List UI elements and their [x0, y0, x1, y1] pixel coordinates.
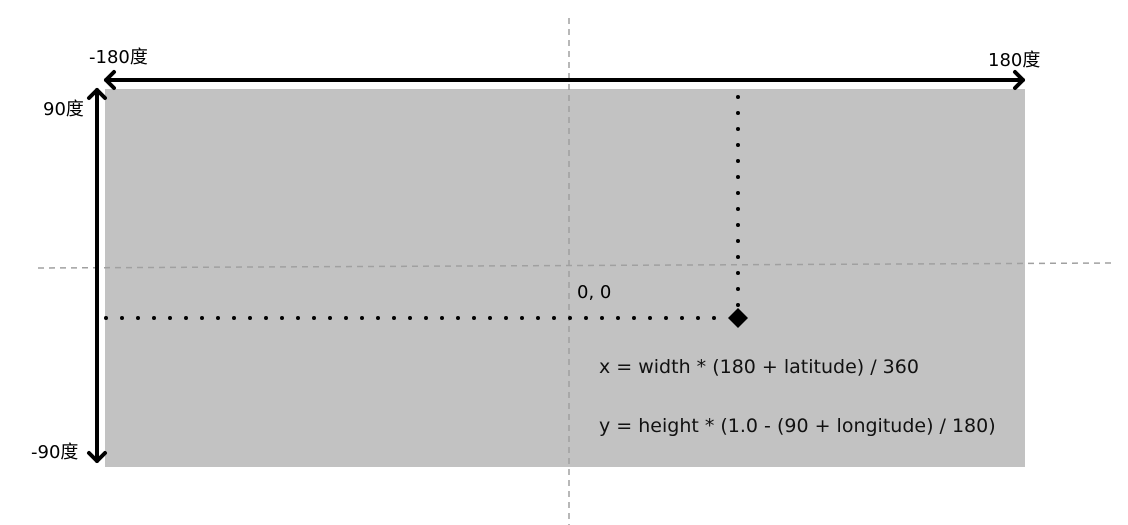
- origin-label: 0, 0: [577, 282, 611, 303]
- map-area: [105, 89, 1025, 467]
- latitude-axis-arrow: [87, 88, 107, 463]
- lat-min-label: -90度: [31, 442, 78, 463]
- lat-max-label: 90度: [43, 99, 84, 120]
- longitude-axis-arrow: [104, 70, 1025, 90]
- lon-min-label: -180度: [89, 47, 148, 68]
- horizontal-center-guide: [37, 262, 1116, 269]
- formula-y: y = height * (1.0 - (90 + longitude) / 1…: [599, 415, 996, 437]
- lon-max-label: 180度: [988, 50, 1040, 71]
- point-marker-diamond-icon: [728, 308, 748, 328]
- formula-x: x = width * (180 + latitude) / 360: [599, 356, 919, 378]
